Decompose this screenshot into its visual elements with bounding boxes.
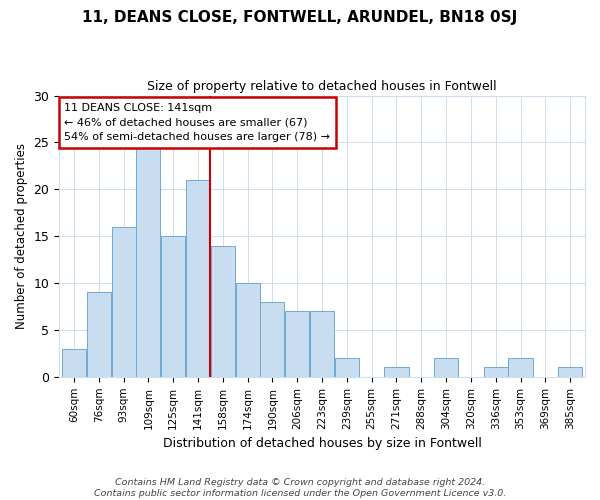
Bar (112, 227, 136, 377)
Bar (484, 368, 508, 377)
Bar (260, 302, 284, 377)
Bar (236, 283, 260, 377)
Bar (508, 358, 533, 377)
Text: 11 DEANS CLOSE: 141sqm
← 46% of detached houses are smaller (67)
54% of semi-det: 11 DEANS CLOSE: 141sqm ← 46% of detached… (64, 102, 331, 142)
Bar (385, 368, 409, 377)
Title: Size of property relative to detached houses in Fontwell: Size of property relative to detached ho… (147, 80, 497, 93)
Bar (136, 142, 160, 377)
Bar (87, 292, 111, 377)
Text: Contains HM Land Registry data © Crown copyright and database right 2024.
Contai: Contains HM Land Registry data © Crown c… (94, 478, 506, 498)
Bar (558, 368, 582, 377)
Bar (285, 311, 310, 377)
X-axis label: Distribution of detached houses by size in Fontwell: Distribution of detached houses by size … (163, 437, 482, 450)
Bar (211, 246, 235, 377)
Bar (62, 348, 86, 377)
Bar (186, 180, 210, 377)
Bar (310, 311, 334, 377)
Bar (161, 236, 185, 377)
Bar (335, 358, 359, 377)
Bar (434, 358, 458, 377)
Y-axis label: Number of detached properties: Number of detached properties (15, 143, 28, 329)
Text: 11, DEANS CLOSE, FONTWELL, ARUNDEL, BN18 0SJ: 11, DEANS CLOSE, FONTWELL, ARUNDEL, BN18… (82, 10, 518, 25)
